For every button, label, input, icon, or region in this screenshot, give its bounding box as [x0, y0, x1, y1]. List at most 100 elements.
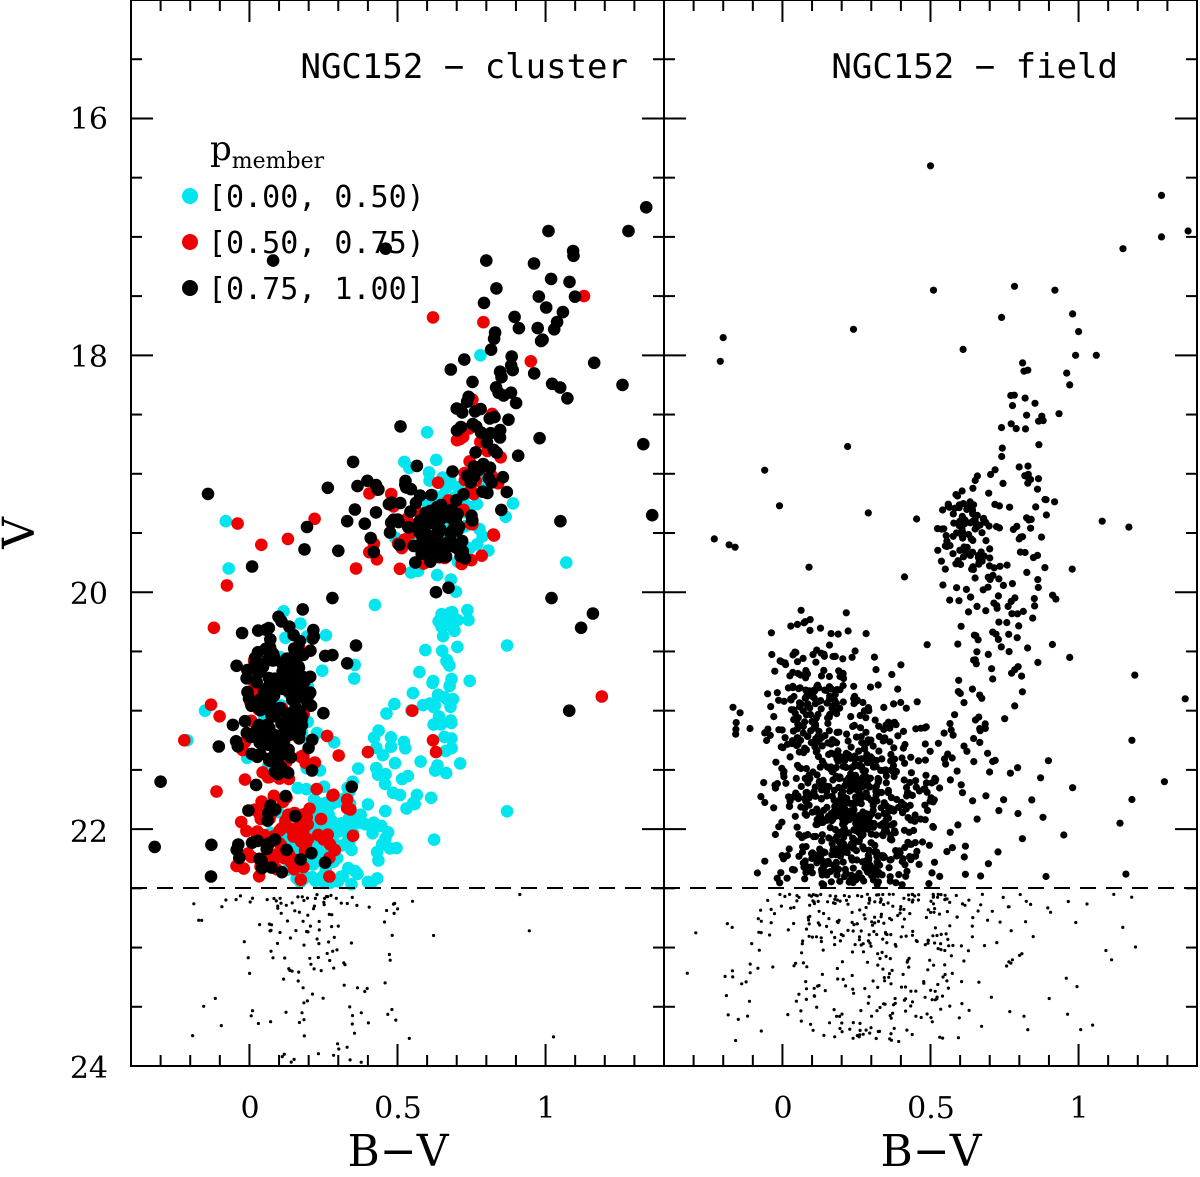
member-star-0-75-1-00	[464, 476, 478, 489]
faint-star-dot	[926, 941, 930, 945]
field-star-field	[973, 648, 981, 656]
field-star-field	[921, 724, 929, 732]
field-star-field	[793, 658, 802, 666]
field-star-field	[878, 831, 887, 839]
faint-star-dot	[901, 972, 905, 977]
field-star-field	[925, 841, 934, 849]
faint-star-dot	[905, 960, 909, 964]
faint-star-dot	[817, 909, 821, 913]
member-star-0-75-1-00	[258, 723, 271, 737]
faint-star-dot	[861, 950, 866, 954]
field-star-field	[1000, 796, 1008, 804]
member-star-0-75-1-00	[616, 378, 629, 392]
field-star-field	[817, 672, 826, 680]
field-star-field	[847, 743, 855, 751]
member-star-0-00-0-50	[378, 777, 392, 791]
member-star-0-50-0-75	[406, 704, 419, 717]
field-star-field	[901, 740, 909, 749]
field-star-field	[801, 718, 809, 726]
faint-star-dot	[889, 982, 893, 986]
field-star-field	[812, 658, 820, 666]
field-star-field	[785, 845, 793, 853]
field-star-field	[817, 795, 826, 803]
member-star-0-00-0-50	[379, 832, 392, 845]
field-axis-ticks	[664, 0, 1197, 1066]
field-star-field	[1066, 653, 1074, 662]
faint-star-dot	[748, 971, 752, 975]
faint-star-dot	[302, 898, 306, 903]
faint-star-dot	[926, 938, 930, 942]
faint-star-dot	[1104, 948, 1108, 953]
field-star-field	[782, 661, 790, 669]
field-star-field	[985, 489, 993, 497]
field-star-field	[900, 826, 909, 834]
faint-star-dot	[518, 892, 522, 897]
faint-star-dot	[850, 950, 855, 954]
faint-star-dot	[290, 969, 294, 973]
field-star-field	[976, 738, 984, 747]
field-star-field	[818, 880, 826, 888]
field-star-field	[1157, 233, 1166, 241]
field-star-field	[859, 698, 867, 707]
faint-star-dot	[851, 929, 855, 933]
field-star-field	[982, 792, 990, 800]
faint-star-dot	[876, 985, 880, 990]
field-star-field	[949, 550, 957, 558]
member-star-0-75-1-00	[273, 701, 287, 715]
faint-star-dot	[192, 902, 196, 906]
field-star-field	[793, 725, 802, 733]
member-star-0-75-1-00	[462, 390, 475, 404]
field-star-field	[770, 713, 778, 721]
cluster-axis-ticks	[131, 0, 664, 1066]
faint-star-dot	[929, 899, 933, 903]
field-star-field	[861, 790, 870, 798]
faint-star-dot	[1091, 1023, 1095, 1027]
faint-star-dot	[876, 952, 880, 956]
member-star-0-50-0-75	[524, 355, 538, 368]
field-star-field	[1011, 702, 1019, 710]
field-star-field	[1034, 583, 1042, 592]
faint-star-dot	[812, 986, 816, 990]
member-star-0-00-0-50	[470, 538, 484, 551]
field-star-field	[783, 852, 792, 860]
member-star-0-75-1-00	[264, 633, 277, 646]
field-star-field	[872, 756, 881, 765]
member-star-0-00-0-50	[439, 766, 453, 780]
field-star-field	[826, 824, 834, 832]
faint-star-dot	[960, 980, 964, 984]
faint-star-dot	[348, 1005, 352, 1009]
member-star-0-75-1-00	[318, 856, 332, 869]
faint-star-dot	[807, 922, 811, 926]
faint-star-dot	[359, 1011, 363, 1015]
member-star-0-50-0-75	[321, 828, 335, 841]
field-star-field	[818, 742, 826, 750]
faint-star-dot	[844, 984, 848, 988]
field-star-field	[812, 722, 820, 730]
faint-star-dot	[945, 979, 949, 983]
faint-star-dot	[723, 974, 727, 979]
faint-star-dot	[881, 967, 885, 971]
membership-legend: pmember [0.00, 0.50) [0.50, 0.75) [0.75,…	[182, 129, 425, 307]
member-star-0-00-0-50	[427, 833, 441, 846]
field-star-field	[719, 334, 727, 342]
faint-star-dot	[265, 898, 269, 902]
field-star-field	[958, 525, 966, 533]
member-star-0-75-1-00	[445, 503, 459, 517]
member-star-0-75-1-00	[547, 323, 561, 336]
member-star-0-00-0-50	[445, 716, 458, 730]
field-star-field	[1009, 525, 1018, 534]
faint-star-dot	[995, 941, 999, 945]
faint-star-dot	[795, 899, 799, 903]
field-star-field	[761, 466, 769, 474]
member-star-0-00-0-50	[379, 804, 392, 818]
faint-star-dot	[332, 1053, 336, 1057]
field-star-field	[1015, 622, 1023, 630]
member-star-0-00-0-50	[474, 349, 487, 362]
member-star-0-00-0-50	[445, 605, 459, 619]
faint-star-dot	[1024, 899, 1028, 903]
field-star-field	[1006, 503, 1014, 511]
faint-star-dot	[804, 997, 809, 1002]
field-star-field	[1041, 495, 1049, 504]
member-star-0-75-1-00	[384, 516, 398, 529]
field-star-field	[911, 811, 919, 819]
